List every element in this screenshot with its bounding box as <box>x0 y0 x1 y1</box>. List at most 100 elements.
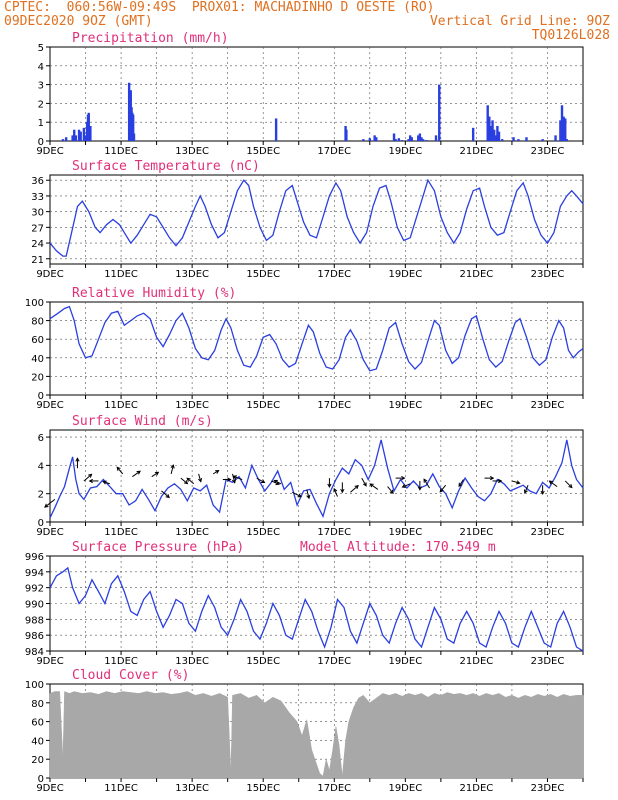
precip-bar <box>408 135 412 141</box>
wind-arrow-head <box>401 484 407 488</box>
temp-ytick-label: 27 <box>31 223 44 234</box>
precip-bar <box>87 112 90 141</box>
temp-xtick-label: 9DEC <box>36 269 63 280</box>
precip-bar <box>434 135 438 141</box>
temp-ytick-label: 30 <box>31 208 44 219</box>
wind-arrow-head <box>116 466 121 471</box>
precip-bar <box>397 138 401 141</box>
wind-arrow <box>271 480 280 485</box>
precip-bar <box>77 129 81 141</box>
wind-arrow-head <box>362 482 367 487</box>
wind-arrow-head <box>44 503 49 508</box>
wind-arrow <box>387 486 394 494</box>
wind-arrow-head <box>186 477 191 482</box>
wind-arrow-head <box>333 487 338 493</box>
wind-arrow-head <box>389 489 394 495</box>
precip-bar <box>488 116 491 141</box>
temp-title: Surface Temperature (nC) <box>72 159 260 174</box>
cloud-ytick-label: 20 <box>31 755 44 766</box>
temp-ytick-label: 36 <box>31 176 44 187</box>
pressure-title: Surface Pressure (hPa) <box>72 540 244 555</box>
pressure-ytick-label: 986 <box>25 631 44 642</box>
wind-arrow <box>212 470 219 475</box>
pressure-annotation: Model Altitude: 170.549 m <box>300 540 496 555</box>
precip-frame <box>49 46 584 142</box>
precip-ytick-label: 3 <box>38 81 44 92</box>
wind-arrow-head <box>260 479 266 484</box>
wind-arrow-head <box>297 493 303 498</box>
wind-arrow <box>350 485 359 493</box>
precip-bar <box>61 139 65 141</box>
precip-bar <box>79 131 82 141</box>
wind-arrow-head <box>439 488 444 493</box>
wind-arrow-head <box>154 471 160 476</box>
wind-arrow <box>549 480 558 488</box>
wind-xtick-label: 23DEC <box>531 527 565 538</box>
header-grid-note: Vertical Grid Line: 9OZ <box>429 14 610 29</box>
pressure-ytick-label: 996 <box>25 552 44 563</box>
wind-arrow-head <box>306 494 311 500</box>
rh-frame <box>49 301 584 396</box>
precip-bar <box>491 120 494 141</box>
pressure-xtick-label: 21DEC <box>460 656 494 667</box>
rh-xtick-label: 21DEC <box>460 400 494 411</box>
precip-bar <box>517 139 520 141</box>
rh-line <box>49 305 584 372</box>
precip-bar <box>512 137 515 141</box>
wind-arrow <box>423 478 430 489</box>
wind-arrow-head <box>523 489 528 494</box>
precip-bar <box>345 129 348 141</box>
wind-arrow <box>361 477 367 487</box>
wind-arrow-head <box>327 483 332 488</box>
precip-bar <box>501 139 504 141</box>
cloud-ytick-label: 0 <box>38 774 44 785</box>
precip-bar <box>560 105 564 141</box>
wind-arrow <box>151 471 159 478</box>
temp-ytick-label: 33 <box>31 192 44 203</box>
temp-xtick-label: 13DEC <box>175 269 209 280</box>
rh-ytick-label: 60 <box>31 335 44 346</box>
rh-ytick-label: 80 <box>31 317 44 328</box>
cloud-xtick-label: 15DEC <box>246 783 280 794</box>
pressure-xtick-label: 9DEC <box>36 656 63 667</box>
precip-ytick-label: 2 <box>38 99 44 110</box>
pressure-xtick-label: 11DEC <box>104 656 138 667</box>
rh-title: Relative Humidity (%) <box>72 286 236 301</box>
wind-arrow-head <box>401 476 406 481</box>
precip-bar <box>471 127 475 141</box>
cloud-xtick-label: 11DEC <box>104 783 138 794</box>
precip-bar <box>438 84 441 141</box>
wind-xtick-label: 21DEC <box>460 527 494 538</box>
wind-arrow-head <box>136 470 141 475</box>
wind-xtick-label: 19DEC <box>388 527 422 538</box>
precip-bar <box>127 82 131 141</box>
header-title: CPTEC: 060:56W-09:49S PROX01: MACHADINHO… <box>4 0 435 15</box>
cloud-ytick-label: 80 <box>31 699 44 710</box>
cloud-xtick-label: 21DEC <box>460 783 494 794</box>
temp-xtick-label: 19DEC <box>388 269 422 280</box>
wind-frame <box>49 429 584 523</box>
wind-arrow-head <box>423 478 428 483</box>
precip-bar <box>541 139 544 141</box>
pressure-xtick-label: 15DEC <box>246 656 280 667</box>
precip-bar <box>497 131 501 141</box>
wind-arrow-head <box>354 484 359 490</box>
wind-arrow-head <box>568 484 573 489</box>
rh-xtick-label: 19DEC <box>388 400 422 411</box>
temp-xtick-label: 17DEC <box>317 269 351 280</box>
precip-bar <box>420 137 423 141</box>
pressure-ytick-label: 992 <box>25 584 44 595</box>
wind-arrow-head <box>417 486 422 491</box>
precip-bar <box>418 133 422 141</box>
wind-arrow <box>232 473 236 483</box>
precip-bar <box>486 105 489 141</box>
temp-xtick-label: 15DEC <box>246 269 280 280</box>
wind-ytick-label: 6 <box>38 433 44 444</box>
wind-arrow-head <box>458 482 463 488</box>
wind-arrow-head <box>489 476 495 481</box>
precip-bar <box>64 137 68 141</box>
pressure-xtick-label: 13DEC <box>175 656 209 667</box>
temp-xtick-label: 23DEC <box>531 269 565 280</box>
precip-bar <box>489 125 493 141</box>
wind-arrow <box>83 473 92 482</box>
